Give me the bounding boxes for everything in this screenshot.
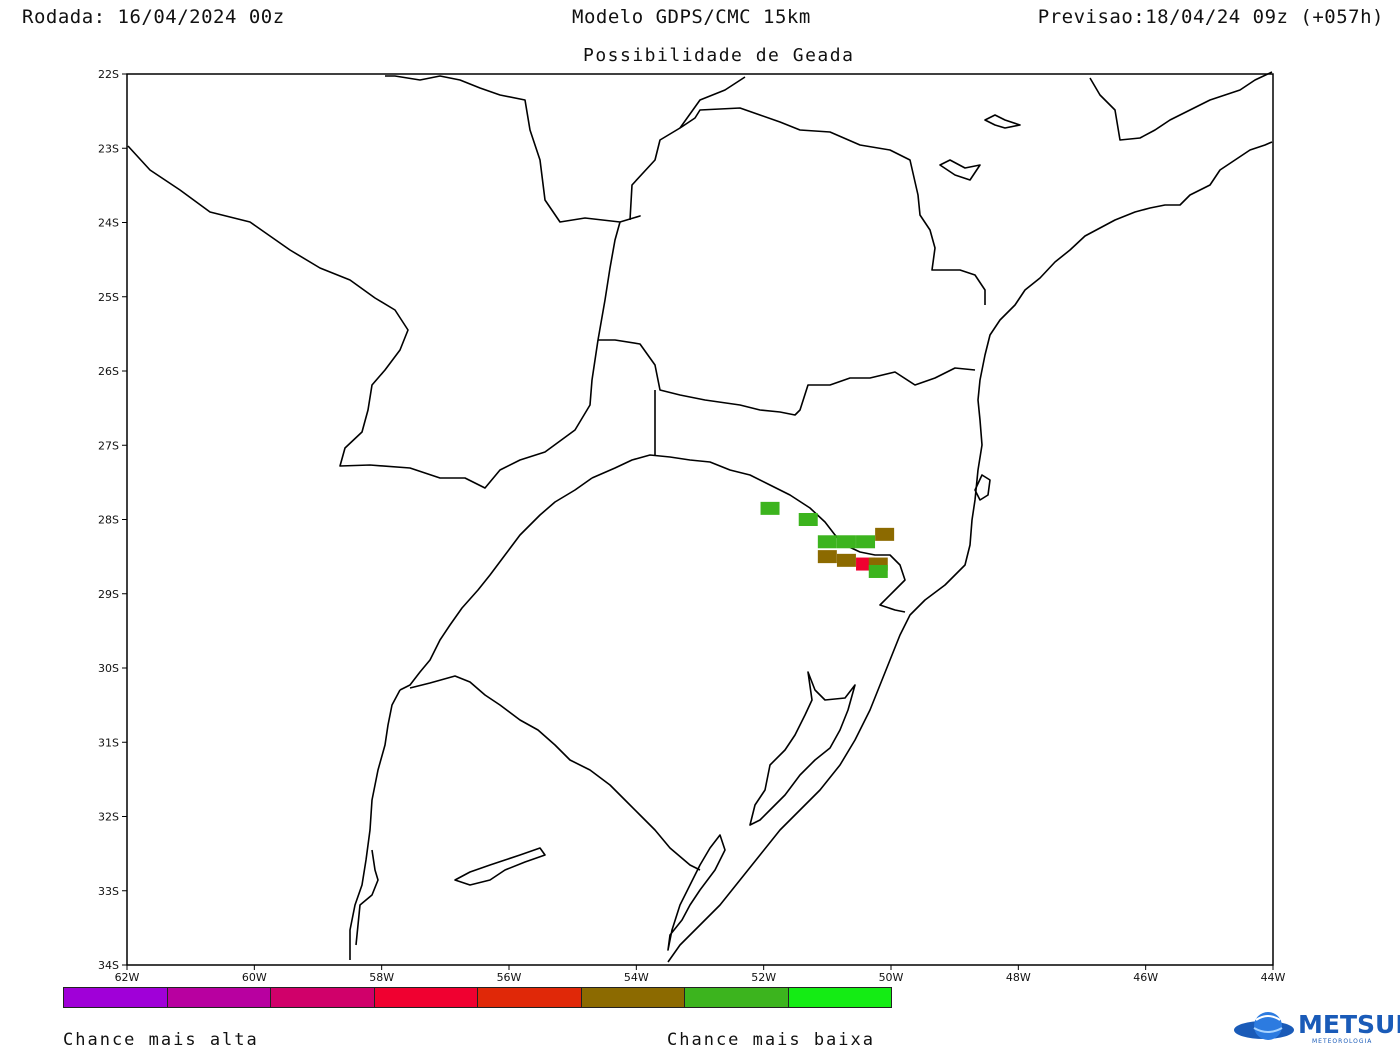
map-boundaries xyxy=(127,71,1273,963)
sp-coast-islands xyxy=(939,114,1021,181)
lat-tick-label: 29S xyxy=(98,588,119,601)
lon-tick-label: 62W xyxy=(115,971,140,984)
border-pr-sc xyxy=(598,339,976,416)
lat-tick-label: 22S xyxy=(98,68,119,81)
lat-tick-label: 30S xyxy=(98,662,119,675)
map-frame xyxy=(126,73,1274,966)
lon-tick-label: 52W xyxy=(751,971,776,984)
legend-swatch xyxy=(271,988,375,1007)
model-label: Modelo GDPS/CMC 15km xyxy=(572,6,811,28)
lat-tick-label: 32S xyxy=(98,811,119,824)
legend-high-label: Chance mais alta xyxy=(63,1030,259,1050)
legend-swatch xyxy=(64,988,168,1007)
legend-low-label: Chance mais baixa xyxy=(667,1030,875,1050)
logo-tagline: METEOROLOGIA xyxy=(1312,1038,1373,1045)
lon-tick-label: 60W xyxy=(242,971,267,984)
legend-swatch xyxy=(478,988,582,1007)
border-uy-rs xyxy=(409,675,701,871)
frost-cells xyxy=(760,501,895,578)
lon-tick-label: 46W xyxy=(1133,971,1158,984)
lat-tick-label: 31S xyxy=(98,736,119,749)
metsul-logo: METSUL METEOROLOGIA xyxy=(1232,1008,1400,1048)
frost-cell xyxy=(836,553,856,567)
run-time-label: Rodada: 16/04/2024 00z xyxy=(22,6,285,28)
lat-tick-label: 26S xyxy=(98,365,119,378)
lat-tick-label: 23S xyxy=(98,142,119,155)
frost-cell xyxy=(868,564,888,578)
river-uruguay-double xyxy=(355,849,379,946)
lat-tick-label: 27S xyxy=(98,439,119,452)
sc-coast-lagoon xyxy=(974,474,991,501)
lat-tick-label: 33S xyxy=(98,885,119,898)
lagoa-dos-patos xyxy=(749,671,856,826)
coast-atlantic xyxy=(667,141,1273,963)
legend-swatch xyxy=(374,988,478,1007)
frost-cell xyxy=(875,527,895,541)
lagoa-mirim xyxy=(667,834,726,951)
border-ms-north xyxy=(679,76,746,129)
lat-tick-label: 24S xyxy=(98,217,119,230)
border-ar-uy xyxy=(349,689,401,960)
legend-swatch xyxy=(581,988,685,1007)
lon-tick-label: 56W xyxy=(497,971,522,984)
border-argentina-paraguay xyxy=(127,145,599,489)
border-rs-sc xyxy=(591,454,906,613)
border-top-right xyxy=(1089,71,1273,141)
border-ar-rs xyxy=(399,477,593,691)
legend-colorbar xyxy=(63,987,892,1008)
lat-tick-label: 34S xyxy=(98,959,119,972)
lon-tick-label: 58W xyxy=(369,971,394,984)
frost-cell xyxy=(760,501,780,515)
legend-swatch xyxy=(167,988,271,1007)
rio-negro-lake xyxy=(454,847,546,886)
legend-swatch xyxy=(685,988,789,1007)
map-subtitle: Possibilidade de Geada xyxy=(583,45,855,66)
axis-ticks: 22S23S24S25S26S27S28S29S30S31S32S33S34S6… xyxy=(98,68,1286,984)
frost-cell xyxy=(836,535,856,549)
frost-cell xyxy=(798,513,818,526)
lon-tick-label: 54W xyxy=(624,971,649,984)
logo-brand: METSUL xyxy=(1298,1010,1400,1039)
lon-tick-label: 48W xyxy=(1006,971,1031,984)
lon-tick-label: 44W xyxy=(1261,971,1286,984)
border-paraguay-brazil xyxy=(385,75,641,341)
lat-tick-label: 25S xyxy=(98,291,119,304)
legend-swatch xyxy=(788,988,891,1007)
frost-cell xyxy=(817,550,837,564)
frost-cell xyxy=(856,535,876,549)
globe-icon xyxy=(1234,1012,1294,1040)
lat-tick-label: 28S xyxy=(98,514,119,527)
border-ms-sp xyxy=(629,107,986,305)
forecast-time-label: Previsao:18/04/24 09z (+057h) xyxy=(1037,6,1384,28)
frost-cell xyxy=(817,535,837,549)
lon-tick-label: 50W xyxy=(879,971,904,984)
